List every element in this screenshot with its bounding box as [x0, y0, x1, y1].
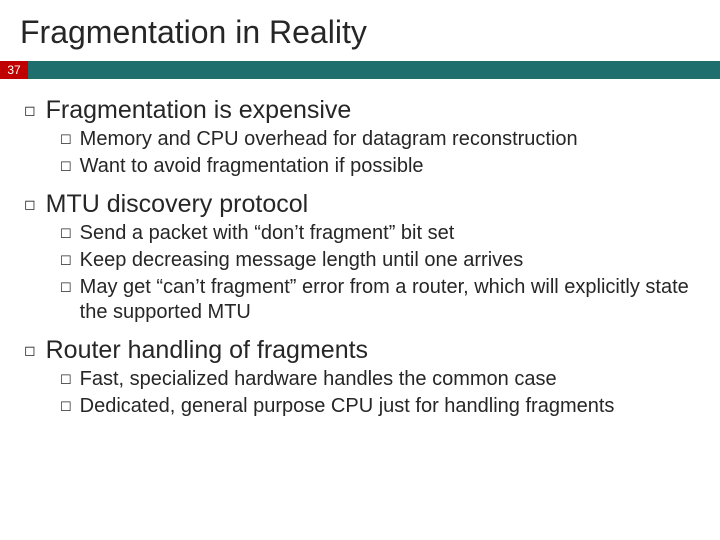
item-text: Memory and CPU overhead for datagram rec…	[80, 127, 578, 152]
divider-bar: 37	[0, 61, 720, 79]
heading-text: Fragmentation is expensive	[46, 95, 352, 125]
list-item: ☐ Dedicated, general purpose CPU just fo…	[60, 394, 700, 419]
list-item: ☐ Send a packet with “don’t fragment” bi…	[60, 221, 700, 246]
slide-content: ◻ Fragmentation is expensive ☐ Memory an…	[0, 79, 720, 419]
list-item: ☐ Fast, specialized hardware handles the…	[60, 367, 700, 392]
item-text: Want to avoid fragmentation if possible	[80, 154, 424, 179]
heading-text: Router handling of fragments	[46, 335, 368, 365]
slide-title: Fragmentation in Reality	[0, 0, 720, 61]
item-text: Dedicated, general purpose CPU just for …	[80, 394, 615, 419]
hollow-square-icon: ☐	[60, 367, 72, 392]
hollow-square-icon: ☐	[60, 248, 72, 273]
list-item: ◻ Fragmentation is expensive	[24, 95, 700, 125]
hollow-square-icon: ☐	[60, 154, 72, 179]
item-text: Keep decreasing message length until one…	[80, 248, 524, 273]
hollow-square-icon: ☐	[60, 394, 72, 419]
list-item: ☐ Memory and CPU overhead for datagram r…	[60, 127, 700, 152]
list-item: ☐ Want to avoid fragmentation if possibl…	[60, 154, 700, 179]
hollow-square-icon: ◻	[24, 189, 36, 219]
hollow-square-icon: ☐	[60, 221, 72, 246]
hollow-square-icon: ◻	[24, 95, 36, 125]
item-text: Send a packet with “don’t fragment” bit …	[80, 221, 455, 246]
list-item: ☐ Keep decreasing message length until o…	[60, 248, 700, 273]
slide-number-badge: 37	[0, 61, 28, 79]
list-item: ◻ Router handling of fragments	[24, 335, 700, 365]
list-item: ☐ May get “can’t fragment” error from a …	[60, 275, 700, 325]
item-text: Fast, specialized hardware handles the c…	[80, 367, 557, 392]
hollow-square-icon: ☐	[60, 127, 72, 152]
hollow-square-icon: ☐	[60, 275, 72, 300]
list-item: ◻ MTU discovery protocol	[24, 189, 700, 219]
heading-text: MTU discovery protocol	[46, 189, 309, 219]
accent-bar	[28, 61, 720, 79]
hollow-square-icon: ◻	[24, 335, 36, 365]
item-text: May get “can’t fragment” error from a ro…	[80, 275, 700, 325]
